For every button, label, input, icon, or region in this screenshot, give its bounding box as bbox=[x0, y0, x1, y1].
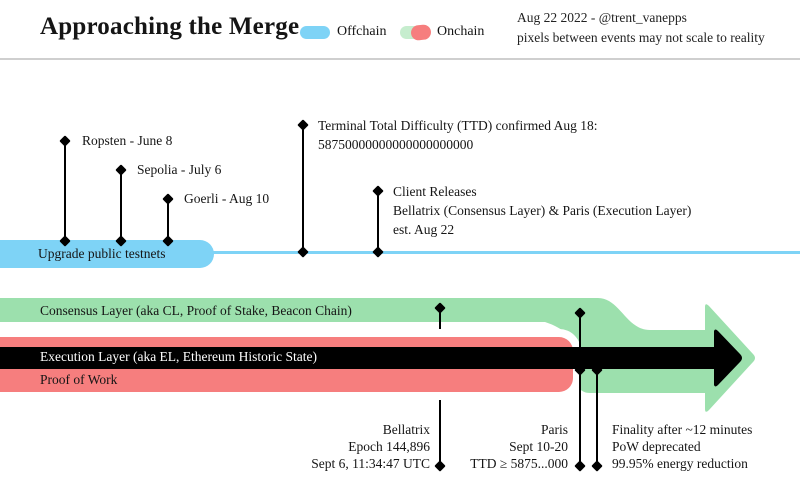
page-title: Approaching the Merge bbox=[40, 13, 300, 40]
diamond-marker bbox=[591, 460, 603, 472]
goerli-label: Goerli - Aug 10 bbox=[184, 191, 270, 206]
diamond-marker bbox=[297, 246, 309, 258]
paris-annotation-line3: TTD ≥ 5875...000 bbox=[470, 456, 568, 471]
diamond-marker bbox=[372, 246, 384, 258]
finality-event-line bbox=[596, 370, 598, 466]
scale-disclaimer: pixels between events may not scale to r… bbox=[517, 30, 765, 45]
sepolia-event-line bbox=[120, 170, 122, 241]
pow-band-label: Proof of Work bbox=[40, 372, 118, 387]
client-releases-line3: est. Aug 22 bbox=[393, 222, 455, 237]
goerli-event-line bbox=[167, 199, 169, 241]
diamond-marker bbox=[162, 193, 174, 205]
paris-event-line bbox=[579, 313, 581, 466]
offchain-band-label: Upgrade public testnets bbox=[38, 246, 166, 261]
ropsten-event-line bbox=[64, 141, 66, 241]
paris-annotation-line1: Paris bbox=[541, 422, 568, 437]
offchain-legend-label: Offchain bbox=[337, 24, 387, 39]
diamond-marker bbox=[574, 460, 586, 472]
ttd-event-line bbox=[302, 125, 304, 252]
onchain-legend-swatch bbox=[400, 24, 432, 41]
ttd-label-line2: 58750000000000000000000 bbox=[318, 137, 474, 152]
bellatrix-annotation-line3: Sept 6, 11:34:47 UTC bbox=[311, 456, 430, 471]
diamond-marker bbox=[372, 185, 384, 197]
finality-annotation-line2: PoW deprecated bbox=[612, 439, 701, 454]
offchain-timeline-line bbox=[0, 251, 800, 254]
client-releases-event-line bbox=[377, 191, 379, 252]
execution-arrow-shape bbox=[0, 329, 742, 387]
diamond-marker bbox=[59, 135, 71, 147]
diamond-marker bbox=[297, 119, 309, 131]
onchain-legend-label: Onchain bbox=[437, 24, 485, 39]
bellatrix-annotation-line2: Epoch 144,896 bbox=[348, 439, 430, 454]
paris-annotation-line2: Sept 10-20 bbox=[509, 439, 568, 454]
client-releases-line2: Bellatrix (Consensus Layer) & Paris (Exe… bbox=[393, 203, 692, 218]
ropsten-label: Ropsten - June 8 bbox=[82, 133, 173, 148]
sepolia-label: Sepolia - July 6 bbox=[137, 162, 222, 177]
ttd-label-line1: Terminal Total Difficulty (TTD) confirme… bbox=[318, 118, 598, 133]
finality-annotation-line3: 99.95% energy reduction bbox=[612, 456, 748, 471]
execution-band-label: Execution Layer (aka EL, Ethereum Histor… bbox=[40, 349, 318, 364]
finality-annotation-line1: Finality after ~12 minutes bbox=[612, 422, 753, 437]
onchain-red-half bbox=[410, 24, 432, 41]
offchain-legend-swatch bbox=[300, 26, 330, 39]
bellatrix-annotation-line1: Bellatrix bbox=[382, 422, 430, 437]
author-note: Aug 22 2022 - @trent_vanepps bbox=[517, 10, 687, 25]
header-divider bbox=[0, 58, 800, 60]
client-releases-line1: Client Releases bbox=[393, 184, 477, 199]
consensus-ribbon-shape bbox=[0, 298, 755, 412]
consensus-band-label: Consensus Layer (aka CL, Proof of Stake,… bbox=[40, 303, 352, 318]
offchain-band bbox=[0, 240, 214, 268]
diamond-marker bbox=[115, 164, 127, 176]
